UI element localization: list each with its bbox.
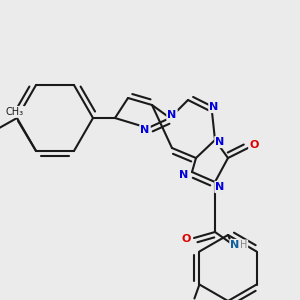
Text: H: H bbox=[240, 240, 248, 250]
Text: N: N bbox=[179, 170, 189, 180]
Text: N: N bbox=[167, 110, 177, 120]
Text: N: N bbox=[230, 240, 240, 250]
Text: O: O bbox=[249, 140, 259, 150]
Text: N: N bbox=[140, 125, 150, 135]
Text: N: N bbox=[215, 137, 225, 147]
Text: O: O bbox=[181, 234, 191, 244]
Text: N: N bbox=[215, 182, 225, 192]
Text: N: N bbox=[209, 102, 219, 112]
Text: CH₃: CH₃ bbox=[6, 107, 24, 117]
